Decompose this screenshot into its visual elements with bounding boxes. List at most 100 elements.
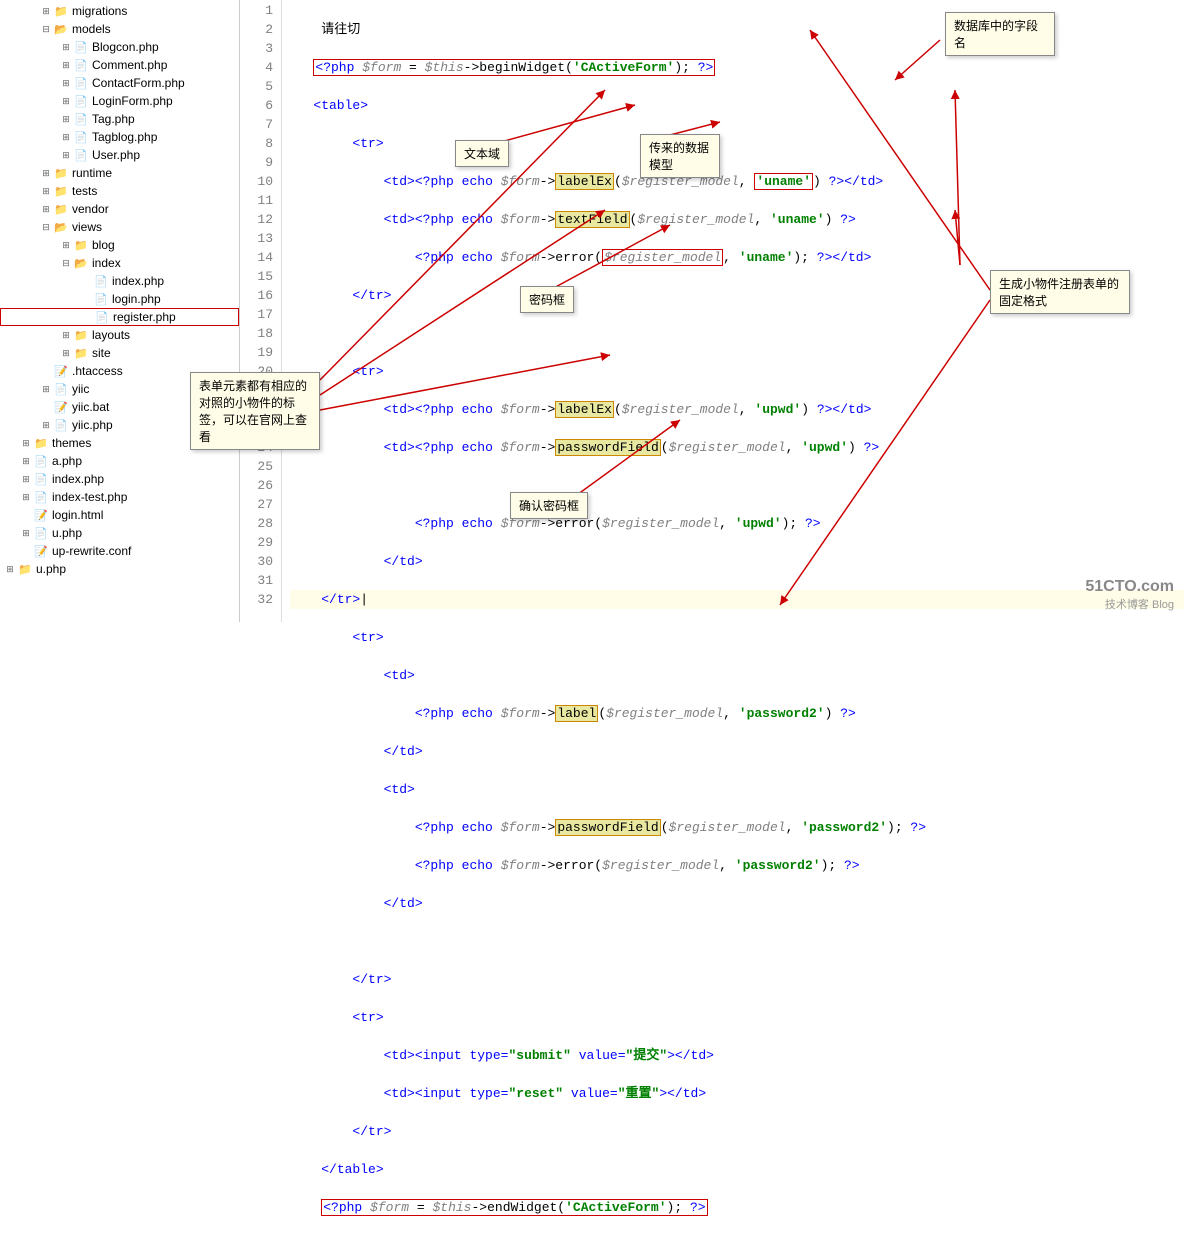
code-line: <tr> — [290, 628, 1184, 647]
tree-expander-icon[interactable] — [20, 509, 32, 521]
tree-file[interactable]: up-rewrite.conf — [0, 542, 239, 560]
tree-file[interactable]: register.php — [0, 308, 239, 326]
tree-file[interactable]: ⊞ContactForm.php — [0, 74, 239, 92]
tree-expander-icon[interactable] — [40, 365, 52, 377]
tree-item-label: index.php — [112, 274, 164, 288]
tree-expander-icon[interactable]: ⊞ — [60, 329, 72, 341]
tree-expander-icon[interactable]: ⊞ — [40, 419, 52, 431]
code-line: <td><?php echo $form->passwordField($reg… — [290, 438, 1184, 457]
file-icon — [54, 419, 68, 431]
tree-item-label: register.php — [113, 310, 176, 324]
tree-file[interactable]: ⊞ index-test.php — [0, 488, 239, 506]
file-icon — [74, 149, 88, 161]
code-line: <?php echo $form->error($register_model,… — [290, 856, 1184, 875]
tree-file[interactable]: index.php — [0, 272, 239, 290]
tree-expander-icon[interactable]: ⊟ — [40, 221, 52, 233]
code-line — [290, 476, 1184, 495]
tree-item-label: up-rewrite.conf — [52, 544, 131, 558]
tree-folder[interactable]: ⊞runtime — [0, 164, 239, 182]
file-icon — [74, 113, 88, 125]
tree-expander-icon[interactable]: ⊟ — [40, 23, 52, 35]
tree-folder[interactable]: ⊟index — [0, 254, 239, 272]
callout-field-name: 数据库中的字段名 — [945, 12, 1055, 56]
tree-expander-icon[interactable]: ⊞ — [20, 473, 32, 485]
folder-icon — [74, 239, 88, 251]
tree-expander-icon[interactable]: ⊞ — [40, 383, 52, 395]
tree-expander-icon[interactable]: ⊞ — [60, 239, 72, 251]
tree-file[interactable]: ⊞u.php — [0, 524, 239, 542]
tree-expander-icon[interactable]: ⊞ — [40, 5, 52, 17]
folder-icon — [18, 563, 32, 575]
line-number: 31 — [240, 571, 273, 590]
code-line: <td><input type="reset" value="重置"></td> — [290, 1084, 1184, 1103]
code-line: <td><?php echo $form->textField($registe… — [290, 210, 1184, 229]
line-number: 13 — [240, 229, 273, 248]
tree-expander-icon[interactable]: ⊞ — [4, 563, 16, 575]
tree-item-label: blog — [92, 238, 115, 252]
tree-file[interactable]: ⊞a.php — [0, 452, 239, 470]
file-icon — [34, 473, 48, 485]
code-line: <td> — [290, 780, 1184, 799]
line-number: 6 — [240, 96, 273, 115]
tree-file[interactable]: ⊞LoginForm.php — [0, 92, 239, 110]
line-number: 11 — [240, 191, 273, 210]
tree-expander-icon[interactable]: ⊞ — [60, 41, 72, 53]
tree-expander-icon[interactable]: ⊞ — [60, 95, 72, 107]
tree-expander-icon[interactable]: ⊞ — [40, 185, 52, 197]
tree-expander-icon[interactable] — [20, 545, 32, 557]
tree-expander-icon[interactable]: ⊞ — [20, 437, 32, 449]
tree-file[interactable]: ⊞Comment.php — [0, 56, 239, 74]
code-line: <?php echo $form->error($register_model,… — [290, 248, 1184, 267]
tree-item-label: vendor — [72, 202, 109, 216]
tree-folder[interactable]: ⊞ blog — [0, 236, 239, 254]
folder-icon — [54, 203, 68, 215]
tree-folder[interactable]: ⊞layouts — [0, 326, 239, 344]
tree-file[interactable]: login.html — [0, 506, 239, 524]
folder-icon — [54, 23, 68, 35]
tree-expander-icon[interactable]: ⊞ — [60, 347, 72, 359]
tree-folder[interactable]: ⊞site — [0, 344, 239, 362]
tree-file[interactable]: ⊞Blogcon.php — [0, 38, 239, 56]
tree-file[interactable]: ⊞Tagblog.php — [0, 128, 239, 146]
tree-folder[interactable]: ⊞ migrations — [0, 2, 239, 20]
folder-icon — [74, 329, 88, 341]
tree-file[interactable]: login.php — [0, 290, 239, 308]
tree-expander-icon[interactable]: ⊟ — [60, 257, 72, 269]
line-number: 2 — [240, 20, 273, 39]
tree-expander-icon[interactable]: ⊞ — [20, 527, 32, 539]
line-number: 7 — [240, 115, 273, 134]
tree-folder[interactable]: ⊟models — [0, 20, 239, 38]
tree-file[interactable]: ⊞User.php — [0, 146, 239, 164]
code-line: </table> — [290, 1160, 1184, 1179]
tree-expander-icon[interactable]: ⊞ — [40, 203, 52, 215]
tree-folder[interactable]: ⊞ vendor — [0, 200, 239, 218]
tree-item-label: migrations — [72, 4, 127, 18]
tree-expander-icon[interactable]: ⊞ — [20, 491, 32, 503]
tree-expander-icon[interactable] — [40, 401, 52, 413]
tree-expander-icon[interactable]: ⊞ — [60, 131, 72, 143]
tree-expander-icon[interactable]: ⊞ — [60, 113, 72, 125]
tree-expander-icon[interactable] — [81, 311, 93, 323]
tree-file[interactable]: ⊞Tag.php — [0, 110, 239, 128]
tree-folder[interactable]: ⊞ tests — [0, 182, 239, 200]
tree-item-label: index-test.php — [52, 490, 127, 504]
tree-item-label: tests — [72, 184, 97, 198]
tree-expander-icon[interactable]: ⊞ — [20, 455, 32, 467]
tree-expander-icon[interactable]: ⊞ — [60, 59, 72, 71]
tree-item-label: yiic.php — [72, 418, 113, 432]
tree-folder[interactable]: ⊞u.php — [0, 560, 239, 578]
line-number: 27 — [240, 495, 273, 514]
tree-expander-icon[interactable] — [80, 275, 92, 287]
tree-expander-icon[interactable] — [80, 293, 92, 305]
tree-folder[interactable]: ⊟views — [0, 218, 239, 236]
code-line: <td> — [290, 666, 1184, 685]
file-icon — [74, 95, 88, 107]
tree-expander-icon[interactable]: ⊞ — [40, 167, 52, 179]
tree-expander-icon[interactable]: ⊞ — [60, 149, 72, 161]
tree-file[interactable]: ⊞index.php — [0, 470, 239, 488]
callout-confirm-pwd: 确认密码框 — [510, 492, 588, 519]
line-number: 30 — [240, 552, 273, 571]
callout-data-model: 传来的数据模型 — [640, 134, 720, 178]
tree-expander-icon[interactable]: ⊞ — [60, 77, 72, 89]
folder-icon — [74, 257, 88, 269]
